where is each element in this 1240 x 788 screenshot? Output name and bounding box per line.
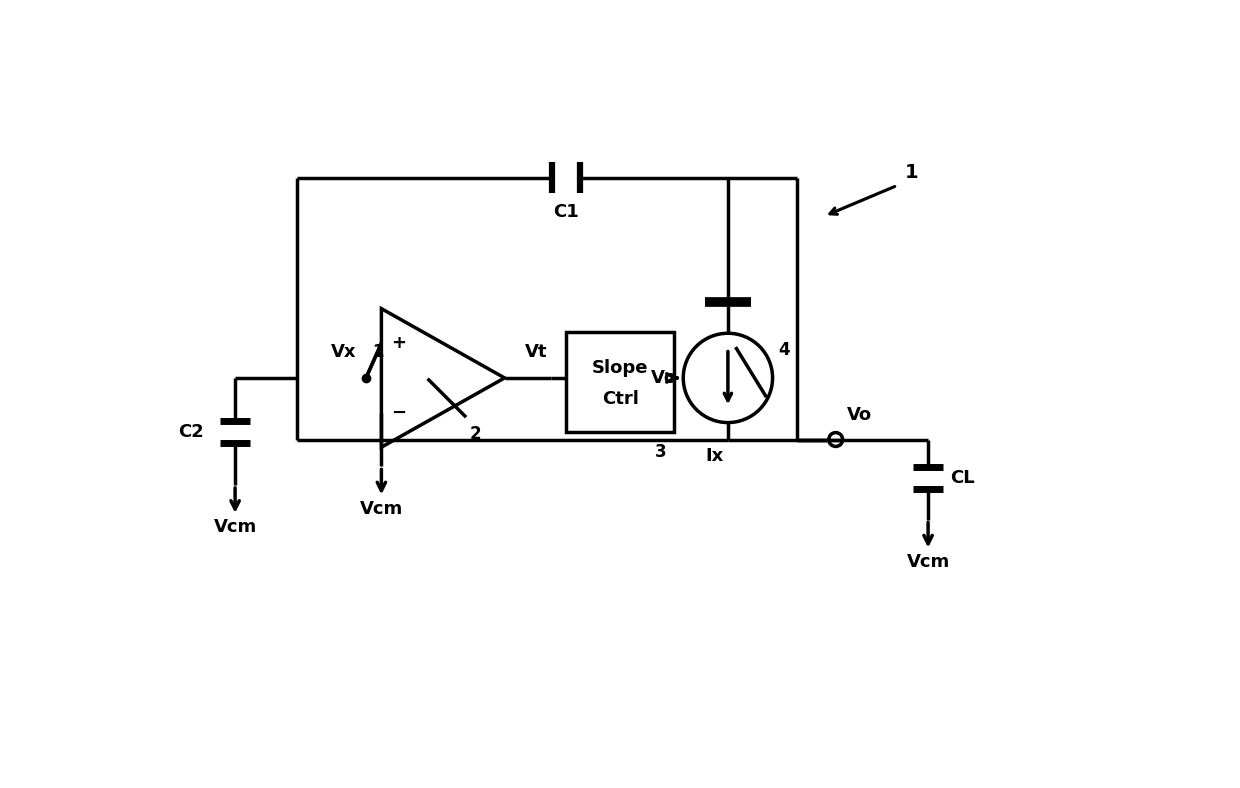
Text: 1: 1 (905, 162, 919, 181)
Text: Ix: Ix (706, 448, 724, 465)
Text: 4: 4 (779, 340, 790, 359)
Text: Vo: Vo (847, 406, 873, 424)
Text: 3: 3 (655, 444, 666, 461)
Text: Ctrl: Ctrl (601, 390, 639, 407)
Bar (567, 332, 675, 432)
Text: 2: 2 (470, 425, 481, 443)
Text: Vc: Vc (651, 369, 676, 387)
Text: CL: CL (950, 469, 975, 487)
Text: Vx: Vx (331, 343, 357, 361)
Text: Vcm: Vcm (360, 500, 403, 518)
Text: −: − (391, 403, 405, 422)
Text: +: + (391, 334, 405, 352)
Text: Slope: Slope (591, 359, 649, 377)
Text: Vt: Vt (525, 343, 547, 361)
Text: Vcm: Vcm (213, 519, 257, 537)
Text: C1: C1 (553, 203, 579, 221)
Text: Vcm: Vcm (906, 553, 950, 571)
Text: 1: 1 (372, 343, 383, 361)
Text: C2: C2 (179, 423, 205, 440)
